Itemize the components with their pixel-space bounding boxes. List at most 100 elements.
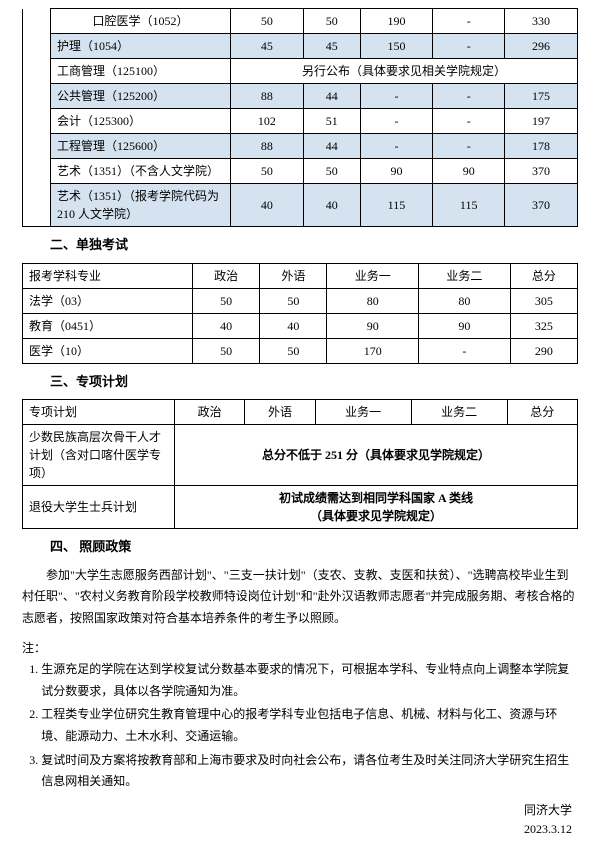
table-row: 少数民族高层次骨干人才计划（含对口喀什医学专项）总分不低于 251 分（具体要求…	[23, 425, 578, 486]
score-cell: 370	[505, 159, 578, 184]
score-cell: 50	[260, 338, 327, 363]
major-name: 公共管理（125200）	[51, 84, 231, 109]
table-row: 工商管理（125100）另行公布（具体要求见相关学院规定）	[23, 59, 578, 84]
header-cell: 外语	[260, 263, 327, 288]
score-cell: -	[433, 34, 505, 59]
score-cell: -	[433, 109, 505, 134]
score-cell: 80	[419, 288, 511, 313]
notes-list: 生源充足的学院在达到学校复试分数基本要求的情况下，可根据本学科、专业特点向上调整…	[22, 659, 578, 793]
major-name: 工商管理（125100）	[51, 59, 231, 84]
header-cell: 总分	[507, 400, 577, 425]
table-row: 教育（0451）40409090325	[23, 313, 578, 338]
table-row: 工程管理（125600）8844--178	[23, 134, 578, 159]
score-cell: 115	[360, 184, 433, 227]
score-table-main: 口腔医学（1052）5050190-330护理（1054）4545150-296…	[22, 8, 578, 227]
score-cell: 44	[303, 84, 360, 109]
header-cell: 政治	[193, 263, 260, 288]
score-cell: 40	[260, 313, 327, 338]
major-name: 艺术（1351）（不含人文学院）	[51, 159, 231, 184]
score-cell: 115	[433, 184, 505, 227]
table-header-row: 报考学科专业政治外语业务一业务二总分	[23, 263, 578, 288]
header-cell: 政治	[175, 400, 245, 425]
merged-note: 另行公布（具体要求见相关学院规定）	[231, 59, 578, 84]
score-cell: 50	[231, 9, 304, 34]
score-cell: 305	[510, 288, 577, 313]
header-cell: 业务二	[419, 263, 511, 288]
note-item: 复试时间及方案将按教育部和上海市要求及时向社会公布，请各位考生及时关注同济大学研…	[41, 750, 578, 793]
score-cell: 40	[231, 184, 304, 227]
table-row: 艺术（1351）（报考学院代码为 210 人文学院）4040115115370	[23, 184, 578, 227]
header-cell: 业务一	[327, 263, 419, 288]
subject-name: 法学（03）	[23, 288, 193, 313]
score-cell: 370	[505, 184, 578, 227]
score-cell: 51	[303, 109, 360, 134]
major-name: 护理（1054）	[51, 34, 231, 59]
score-cell: -	[360, 84, 433, 109]
score-cell: 50	[303, 9, 360, 34]
score-cell: 50	[193, 338, 260, 363]
major-name: 口腔医学（1052）	[51, 9, 231, 34]
score-cell: 80	[327, 288, 419, 313]
table-row: 会计（125300）10251--197	[23, 109, 578, 134]
score-cell: 90	[419, 313, 511, 338]
plan-name: 少数民族高层次骨干人才计划（含对口喀什医学专项）	[23, 425, 175, 486]
signature-org: 同济大学	[22, 801, 572, 820]
score-cell: -	[433, 9, 505, 34]
table-row: 护理（1054）4545150-296	[23, 34, 578, 59]
score-table-independent: 报考学科专业政治外语业务一业务二总分法学（03）50508080305教育（04…	[22, 263, 578, 364]
score-cell: 330	[505, 9, 578, 34]
signature-date: 2023.3.12	[22, 820, 572, 839]
category-spanner	[23, 9, 51, 227]
header-cell: 业务一	[315, 400, 411, 425]
score-cell: -	[360, 109, 433, 134]
score-cell: 40	[193, 313, 260, 338]
header-cell: 报考学科专业	[23, 263, 193, 288]
score-cell: -	[433, 84, 505, 109]
score-cell: 178	[505, 134, 578, 159]
score-cell: 175	[505, 84, 578, 109]
table-row: 医学（10）5050170-290	[23, 338, 578, 363]
notes-label: 注：	[22, 639, 578, 657]
score-cell: 290	[510, 338, 577, 363]
score-cell: 45	[231, 34, 304, 59]
score-cell: -	[419, 338, 511, 363]
plan-requirement: 初试成绩需达到相同学科国家 A 类线（具体要求见学院规定）	[175, 486, 578, 529]
score-cell: 150	[360, 34, 433, 59]
table-row: 公共管理（125200）8844--175	[23, 84, 578, 109]
signature: 同济大学 2023.3.12	[22, 801, 578, 839]
header-cell: 专项计划	[23, 400, 175, 425]
score-cell: 44	[303, 134, 360, 159]
score-cell: 190	[360, 9, 433, 34]
subject-name: 医学（10）	[23, 338, 193, 363]
score-cell: -	[360, 134, 433, 159]
note-item: 工程类专业学位研究生教育管理中心的报考学科专业包括电子信息、机械、材料与化工、资…	[41, 704, 578, 747]
score-cell: 45	[303, 34, 360, 59]
score-cell: 88	[231, 134, 304, 159]
score-cell: 90	[327, 313, 419, 338]
table-header-row: 专项计划政治外语业务一业务二总分	[23, 400, 578, 425]
score-cell: 325	[510, 313, 577, 338]
score-cell: 102	[231, 109, 304, 134]
section3-title: 三、专项计划	[50, 372, 578, 392]
score-cell: 50	[260, 288, 327, 313]
score-cell: 50	[303, 159, 360, 184]
score-table-special: 专项计划政治外语业务一业务二总分少数民族高层次骨干人才计划（含对口喀什医学专项）…	[22, 399, 578, 529]
score-cell: 170	[327, 338, 419, 363]
plan-name: 退役大学生士兵计划	[23, 486, 175, 529]
score-cell: -	[433, 134, 505, 159]
major-name: 艺术（1351）（报考学院代码为 210 人文学院）	[51, 184, 231, 227]
score-cell: 50	[193, 288, 260, 313]
header-cell: 业务二	[411, 400, 507, 425]
section4-title: 四、 照顾政策	[50, 537, 578, 557]
score-cell: 50	[231, 159, 304, 184]
table-row: 退役大学生士兵计划初试成绩需达到相同学科国家 A 类线（具体要求见学院规定）	[23, 486, 578, 529]
note-item: 生源充足的学院在达到学校复试分数基本要求的情况下，可根据本学科、专业特点向上调整…	[41, 659, 578, 702]
table-row: 口腔医学（1052）5050190-330	[23, 9, 578, 34]
subject-name: 教育（0451）	[23, 313, 193, 338]
policy-paragraph: 参加"大学生志愿服务西部计划"、"三支一扶计划"（支农、支教、支医和扶贫）、"选…	[22, 565, 578, 630]
score-cell: 296	[505, 34, 578, 59]
major-name: 工程管理（125600）	[51, 134, 231, 159]
table-row: 艺术（1351）（不含人文学院）50509090370	[23, 159, 578, 184]
major-name: 会计（125300）	[51, 109, 231, 134]
section2-title: 二、单独考试	[50, 235, 578, 255]
